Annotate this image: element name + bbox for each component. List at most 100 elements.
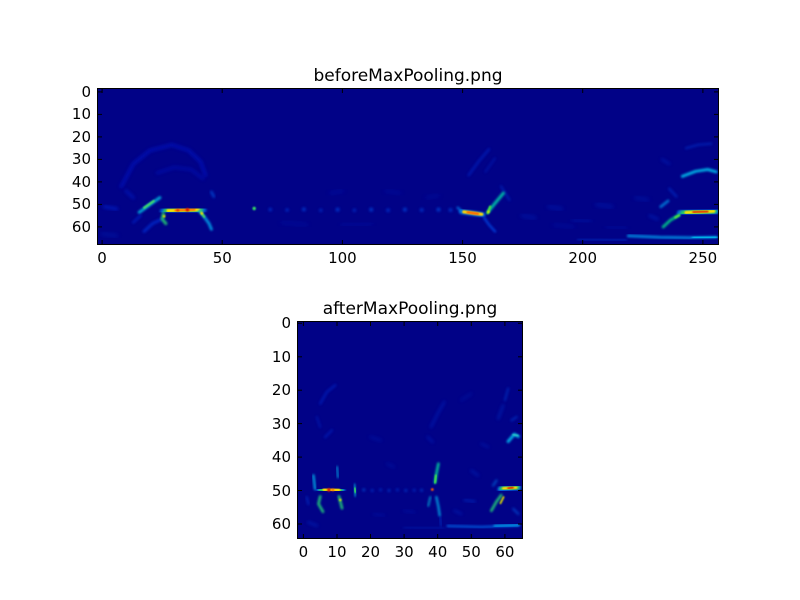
heatmap-feature bbox=[512, 433, 519, 437]
heatmap-feature bbox=[660, 158, 671, 166]
heatmap-feature bbox=[339, 498, 342, 502]
y-tick-label: 30 bbox=[71, 150, 91, 169]
chart-title: afterMaxPooling.png bbox=[322, 299, 498, 319]
heatmap-feature bbox=[439, 516, 443, 527]
heatmap-feature bbox=[426, 435, 434, 444]
heatmap-feature bbox=[176, 208, 180, 212]
heatmap-feature bbox=[335, 465, 340, 479]
heatmap-feature bbox=[402, 509, 416, 514]
y-tick-label: 10 bbox=[71, 105, 91, 124]
heatmap-feature bbox=[402, 207, 407, 212]
x-tick-label: 0 bbox=[97, 249, 107, 267]
heatmap-feature bbox=[142, 217, 164, 233]
x-tick-label: 40 bbox=[428, 543, 448, 561]
heatmap-feature bbox=[499, 185, 511, 202]
heatmap-feature bbox=[429, 400, 446, 429]
heatmap-feature bbox=[162, 214, 166, 218]
y-tick-label: 40 bbox=[71, 172, 91, 191]
y-tick-label: 40 bbox=[271, 448, 291, 467]
heatmap-feature bbox=[319, 384, 337, 405]
x-tick-label: 20 bbox=[360, 543, 381, 561]
heatmap-feature bbox=[463, 498, 476, 503]
heatmap-feature bbox=[372, 512, 386, 517]
heatmap-feature bbox=[507, 486, 514, 490]
heatmap-feature bbox=[155, 165, 205, 180]
heatmap-feature bbox=[100, 232, 118, 238]
heatmap-feature bbox=[430, 488, 434, 491]
heatmap-feature bbox=[124, 189, 135, 200]
heatmap-feature bbox=[425, 193, 440, 200]
heatmap-feature bbox=[510, 415, 518, 422]
heatmap-feature bbox=[576, 238, 628, 242]
heatmap-feature bbox=[280, 220, 309, 227]
heatmap-feature bbox=[311, 474, 317, 491]
heatmap-feature bbox=[327, 488, 331, 492]
heatmap-feature bbox=[648, 214, 659, 221]
heatmap-feature bbox=[362, 488, 366, 492]
heatmap-feature bbox=[412, 488, 416, 492]
heatmap-feature bbox=[552, 223, 575, 229]
heatmap-feature bbox=[369, 207, 374, 212]
heatmap-feature bbox=[680, 168, 718, 178]
heatmap-feature bbox=[595, 202, 614, 209]
heatmap-feature bbox=[491, 479, 498, 487]
heatmap-feature bbox=[132, 214, 142, 224]
heatmap-feature bbox=[404, 489, 408, 492]
heatmap-feature bbox=[520, 213, 537, 220]
x-tick-label: 10 bbox=[327, 543, 347, 561]
heatmap-feature bbox=[252, 206, 256, 211]
heatmap-feature bbox=[420, 488, 424, 492]
x-tick-label: 250 bbox=[688, 249, 718, 267]
heatmap-feature bbox=[674, 214, 681, 219]
heatmap-feature bbox=[484, 157, 496, 173]
heatmap-feature bbox=[315, 415, 322, 429]
heatmap-feature bbox=[691, 235, 718, 239]
x-tick-label: 100 bbox=[328, 249, 357, 267]
heatmap-feature bbox=[210, 190, 216, 198]
heatmap-feature bbox=[466, 211, 480, 215]
x-tick-label: 200 bbox=[568, 249, 598, 267]
tick-marks bbox=[298, 322, 522, 538]
heatmap-feature bbox=[659, 199, 670, 209]
heatmap-feature bbox=[369, 435, 382, 442]
y-tick-label: 0 bbox=[281, 314, 291, 333]
heatmap-feature bbox=[340, 221, 373, 227]
x-tick-label: 30 bbox=[394, 543, 414, 561]
heatmap-feature bbox=[460, 392, 473, 402]
heatmap-feature bbox=[512, 507, 520, 516]
heatmap-feature bbox=[433, 474, 438, 484]
heatmap-feature bbox=[489, 493, 503, 513]
heatmap-feature bbox=[352, 208, 357, 213]
heatmap-feature bbox=[119, 143, 208, 189]
heatmap-feature bbox=[503, 387, 510, 402]
y-tick-label: 60 bbox=[71, 217, 91, 236]
heatmap-feature bbox=[307, 521, 319, 527]
heatmap-feature bbox=[571, 218, 592, 224]
heatmap-feature bbox=[324, 429, 334, 439]
heatmap-feature bbox=[200, 212, 204, 215]
x-tick-label: 60 bbox=[495, 543, 515, 561]
heatmap-feature bbox=[335, 207, 340, 212]
heatmap-feature bbox=[547, 204, 563, 211]
y-tick-label: 30 bbox=[271, 414, 291, 433]
heatmap-feature bbox=[470, 469, 480, 477]
heatmap-feature bbox=[337, 495, 344, 510]
heatmap-plot bbox=[297, 321, 523, 539]
heatmap-feature bbox=[386, 208, 391, 213]
heatmap-feature bbox=[384, 189, 402, 195]
heatmap-feature bbox=[493, 523, 520, 528]
heatmap-feature bbox=[301, 207, 306, 212]
heatmap-feature bbox=[403, 526, 446, 529]
x-tick-label: 50 bbox=[212, 249, 232, 267]
heatmap-feature bbox=[497, 404, 505, 420]
heatmap-feature bbox=[268, 207, 273, 212]
heatmap-feature bbox=[317, 495, 325, 514]
x-tick-label: 50 bbox=[461, 543, 481, 561]
heatmap-feature bbox=[160, 211, 168, 226]
heatmap-feature bbox=[322, 487, 341, 492]
heatmap-feature bbox=[435, 495, 441, 517]
heatmap-feature bbox=[331, 488, 335, 492]
heatmap-feature bbox=[436, 207, 441, 212]
y-tick-label: 20 bbox=[271, 381, 291, 400]
